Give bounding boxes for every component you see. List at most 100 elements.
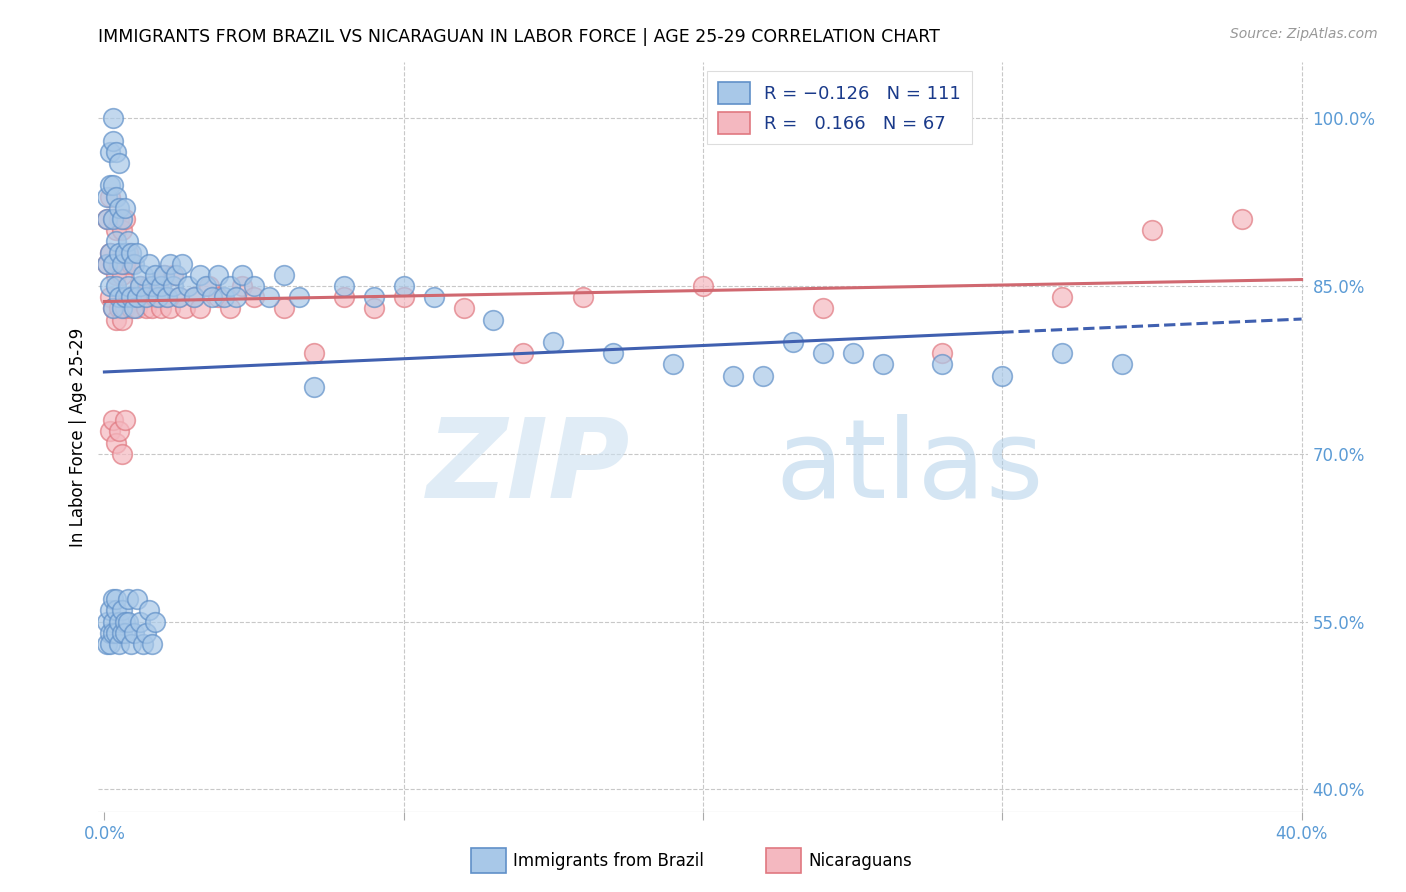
- Point: [127, 245, 149, 260]
- Point: [162, 279, 184, 293]
- Point: [273, 268, 295, 282]
- Point: [127, 301, 149, 316]
- Point: [138, 257, 160, 271]
- Point: [111, 257, 134, 271]
- Point: [991, 368, 1014, 383]
- Point: [114, 413, 136, 427]
- Point: [159, 301, 181, 316]
- Text: ZIP: ZIP: [427, 414, 630, 521]
- Point: [302, 380, 325, 394]
- Point: [100, 290, 122, 304]
- Point: [117, 279, 139, 293]
- Point: [572, 290, 595, 304]
- Point: [129, 279, 152, 293]
- Point: [129, 279, 152, 293]
- Point: [100, 279, 122, 293]
- Point: [512, 346, 534, 360]
- Point: [100, 245, 122, 260]
- Point: [108, 156, 131, 170]
- Point: [103, 625, 125, 640]
- Text: Immigrants from Brazil: Immigrants from Brazil: [513, 852, 704, 870]
- Point: [96, 615, 118, 629]
- Point: [103, 134, 125, 148]
- Point: [108, 637, 131, 651]
- Point: [721, 368, 744, 383]
- Point: [363, 301, 385, 316]
- Point: [183, 290, 205, 304]
- Point: [132, 290, 155, 304]
- Point: [103, 592, 125, 607]
- Point: [96, 257, 118, 271]
- Point: [103, 257, 125, 271]
- Text: Source: ZipAtlas.com: Source: ZipAtlas.com: [1230, 27, 1378, 41]
- Point: [124, 290, 146, 304]
- Point: [207, 290, 229, 304]
- Point: [108, 615, 131, 629]
- Point: [108, 290, 131, 304]
- Point: [127, 592, 149, 607]
- Point: [1230, 212, 1253, 227]
- Point: [195, 279, 218, 293]
- Point: [811, 301, 834, 316]
- Point: [153, 268, 176, 282]
- Point: [117, 235, 139, 249]
- Point: [108, 425, 131, 439]
- Point: [111, 268, 134, 282]
- Point: [363, 290, 385, 304]
- Point: [172, 257, 194, 271]
- Point: [124, 301, 146, 316]
- Point: [111, 625, 134, 640]
- Point: [103, 301, 125, 316]
- Point: [105, 435, 128, 450]
- Point: [108, 212, 131, 227]
- Point: [752, 368, 775, 383]
- Point: [692, 279, 714, 293]
- Point: [225, 290, 247, 304]
- Point: [162, 268, 184, 282]
- Bar: [471, 848, 506, 873]
- Point: [103, 212, 125, 227]
- Point: [288, 290, 311, 304]
- Point: [392, 290, 415, 304]
- Point: [111, 447, 134, 461]
- Point: [103, 413, 125, 427]
- Point: [167, 290, 190, 304]
- Point: [103, 112, 125, 126]
- Point: [207, 268, 229, 282]
- Point: [165, 268, 187, 282]
- Point: [872, 358, 894, 372]
- Point: [141, 637, 163, 651]
- Text: Nicaraguans: Nicaraguans: [808, 852, 912, 870]
- Point: [156, 290, 179, 304]
- Point: [135, 301, 157, 316]
- Point: [153, 268, 176, 282]
- Point: [219, 301, 242, 316]
- Point: [96, 212, 118, 227]
- Point: [1050, 290, 1073, 304]
- Point: [103, 615, 125, 629]
- Point: [120, 301, 142, 316]
- Point: [117, 290, 139, 304]
- Point: [156, 290, 179, 304]
- Point: [114, 625, 136, 640]
- Point: [219, 279, 242, 293]
- Point: [111, 301, 134, 316]
- Point: [141, 279, 163, 293]
- Point: [231, 279, 253, 293]
- Point: [120, 257, 142, 271]
- Text: IMMIGRANTS FROM BRAZIL VS NICARAGUAN IN LABOR FORCE | AGE 25-29 CORRELATION CHAR: IMMIGRANTS FROM BRAZIL VS NICARAGUAN IN …: [98, 28, 941, 45]
- Point: [117, 615, 139, 629]
- Point: [143, 615, 166, 629]
- Point: [931, 346, 953, 360]
- Point: [159, 257, 181, 271]
- Point: [105, 592, 128, 607]
- Point: [257, 290, 280, 304]
- Point: [108, 201, 131, 215]
- Point: [141, 301, 163, 316]
- Point: [143, 268, 166, 282]
- Point: [103, 301, 125, 316]
- Point: [114, 257, 136, 271]
- Point: [243, 290, 266, 304]
- Point: [105, 625, 128, 640]
- Point: [212, 290, 235, 304]
